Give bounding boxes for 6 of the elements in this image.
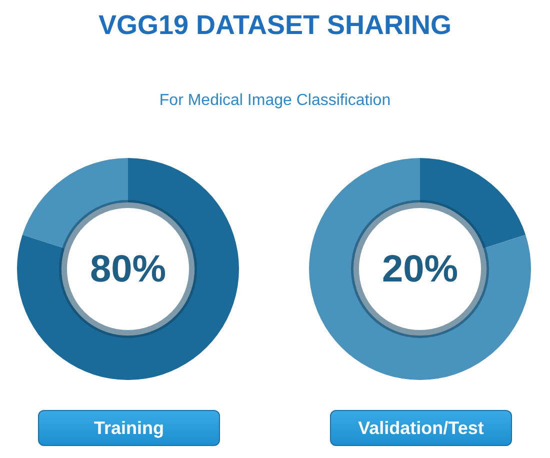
text: For Medical Image Classification [158,92,392,110]
label-button: Validation/Test [330,410,512,446]
label-button: Training [38,410,220,446]
chart-title: VGG19 DATASET SHARING [97,10,453,41]
text: 80% [90,248,166,290]
text: 20% [382,248,458,290]
